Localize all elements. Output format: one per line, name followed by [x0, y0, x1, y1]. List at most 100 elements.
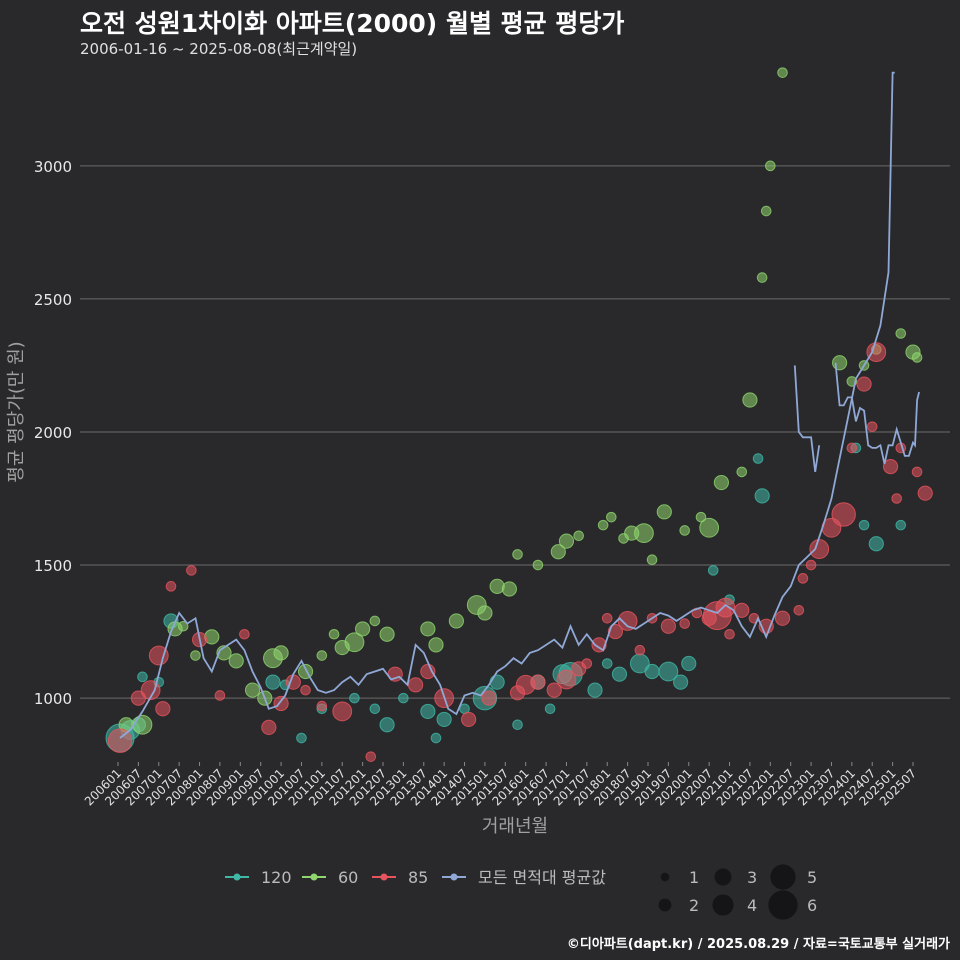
point-85: [856, 376, 872, 392]
chart-subtitle: 2006-01-16 ~ 2025-08-08(최근계약일): [80, 40, 358, 58]
point-120: [611, 666, 628, 682]
point-120: [681, 655, 697, 672]
point-85: [155, 701, 171, 717]
point-120: [398, 692, 409, 704]
point-85: [891, 493, 902, 504]
point-85: [734, 602, 750, 618]
point-120: [137, 671, 148, 683]
point-60: [736, 466, 748, 478]
point-85: [809, 539, 830, 559]
point-120: [379, 717, 395, 733]
legend: 120 60 85 모든 면적대 평균값 1 2 3 4 5 6: [225, 864, 817, 920]
point-85: [724, 628, 735, 640]
point-120: [895, 519, 907, 531]
point-120: [430, 732, 442, 744]
average-line: [834, 362, 920, 465]
point-85: [581, 658, 593, 669]
point-60: [756, 272, 768, 283]
point-60: [228, 653, 244, 669]
point-60: [512, 549, 523, 560]
point-85: [316, 700, 328, 712]
point-85: [660, 618, 676, 634]
point-85: [148, 645, 169, 666]
point-85: [408, 677, 424, 693]
point-85: [186, 565, 197, 576]
point-120: [673, 674, 689, 690]
point-85: [300, 684, 311, 696]
point-120: [644, 663, 660, 680]
average-line-group: [119, 71, 920, 739]
chart-title: 오전 성원1차이화 아파트(2000) 월별 평균 평당가: [80, 9, 625, 38]
point-120: [707, 565, 719, 576]
point-85: [365, 751, 377, 762]
point-60: [273, 645, 289, 661]
point-60: [428, 637, 444, 653]
point-85: [679, 618, 690, 629]
point-85: [546, 682, 562, 698]
point-120: [658, 661, 679, 682]
y-tick-label: 3000: [34, 158, 72, 176]
x-axis-ticks: 2006012006072007012007072008012008072009…: [82, 762, 919, 809]
legend-size-label: 2: [689, 896, 699, 915]
y-axis-label: 평균 평당가(만 원): [6, 341, 27, 482]
legend-size-label: 5: [807, 868, 817, 887]
point-85: [165, 581, 177, 592]
point-85: [107, 728, 133, 753]
legend-size-marker: [768, 890, 798, 920]
point-60: [699, 517, 720, 538]
point-60: [558, 533, 575, 549]
point-85: [715, 597, 736, 618]
point-120: [265, 674, 281, 690]
point-120: [754, 488, 770, 504]
point-120: [349, 692, 360, 704]
point-85: [917, 485, 933, 501]
point-120: [752, 453, 764, 464]
point-120: [369, 703, 381, 715]
point-120: [601, 658, 613, 669]
legend-marker-s120: [233, 873, 241, 881]
point-60: [606, 511, 617, 523]
point-60: [501, 581, 517, 597]
y-tick-label: 1000: [34, 690, 72, 708]
point-85: [530, 674, 546, 690]
legend-size-marker: [712, 894, 734, 916]
point-60: [760, 205, 772, 217]
point-85: [556, 669, 577, 690]
grid-lines: [80, 165, 950, 699]
point-60: [477, 605, 493, 621]
legend-size-label: 4: [747, 896, 757, 915]
legend-marker-avg: [450, 873, 458, 881]
point-85: [601, 612, 613, 624]
point-85: [461, 711, 477, 728]
point-120: [587, 682, 603, 698]
point-60: [344, 632, 365, 653]
point-60: [328, 628, 340, 640]
point-60: [190, 650, 201, 661]
point-60: [895, 328, 907, 339]
legend-size-label: 3: [747, 868, 757, 887]
point-60: [765, 160, 776, 172]
point-85: [797, 573, 809, 584]
point-85: [332, 701, 353, 722]
legend-label-s120: 120: [261, 868, 292, 887]
point-120: [436, 711, 452, 728]
point-85: [846, 442, 858, 454]
point-85: [831, 502, 856, 527]
point-60: [573, 530, 584, 542]
point-60: [911, 352, 923, 363]
point-85: [793, 604, 805, 616]
point-85: [774, 610, 791, 626]
point-60: [597, 519, 609, 531]
point-85: [239, 628, 250, 640]
legend-size-marker: [770, 864, 796, 890]
point-60: [832, 355, 848, 371]
point-60: [420, 621, 436, 637]
legend-marker-s85: [380, 873, 388, 881]
point-60: [713, 474, 729, 491]
point-85: [481, 690, 497, 706]
point-60: [132, 714, 153, 735]
point-60: [489, 578, 505, 594]
point-85: [911, 466, 923, 478]
point-60: [634, 523, 654, 544]
legend-size-marker: [714, 868, 732, 886]
